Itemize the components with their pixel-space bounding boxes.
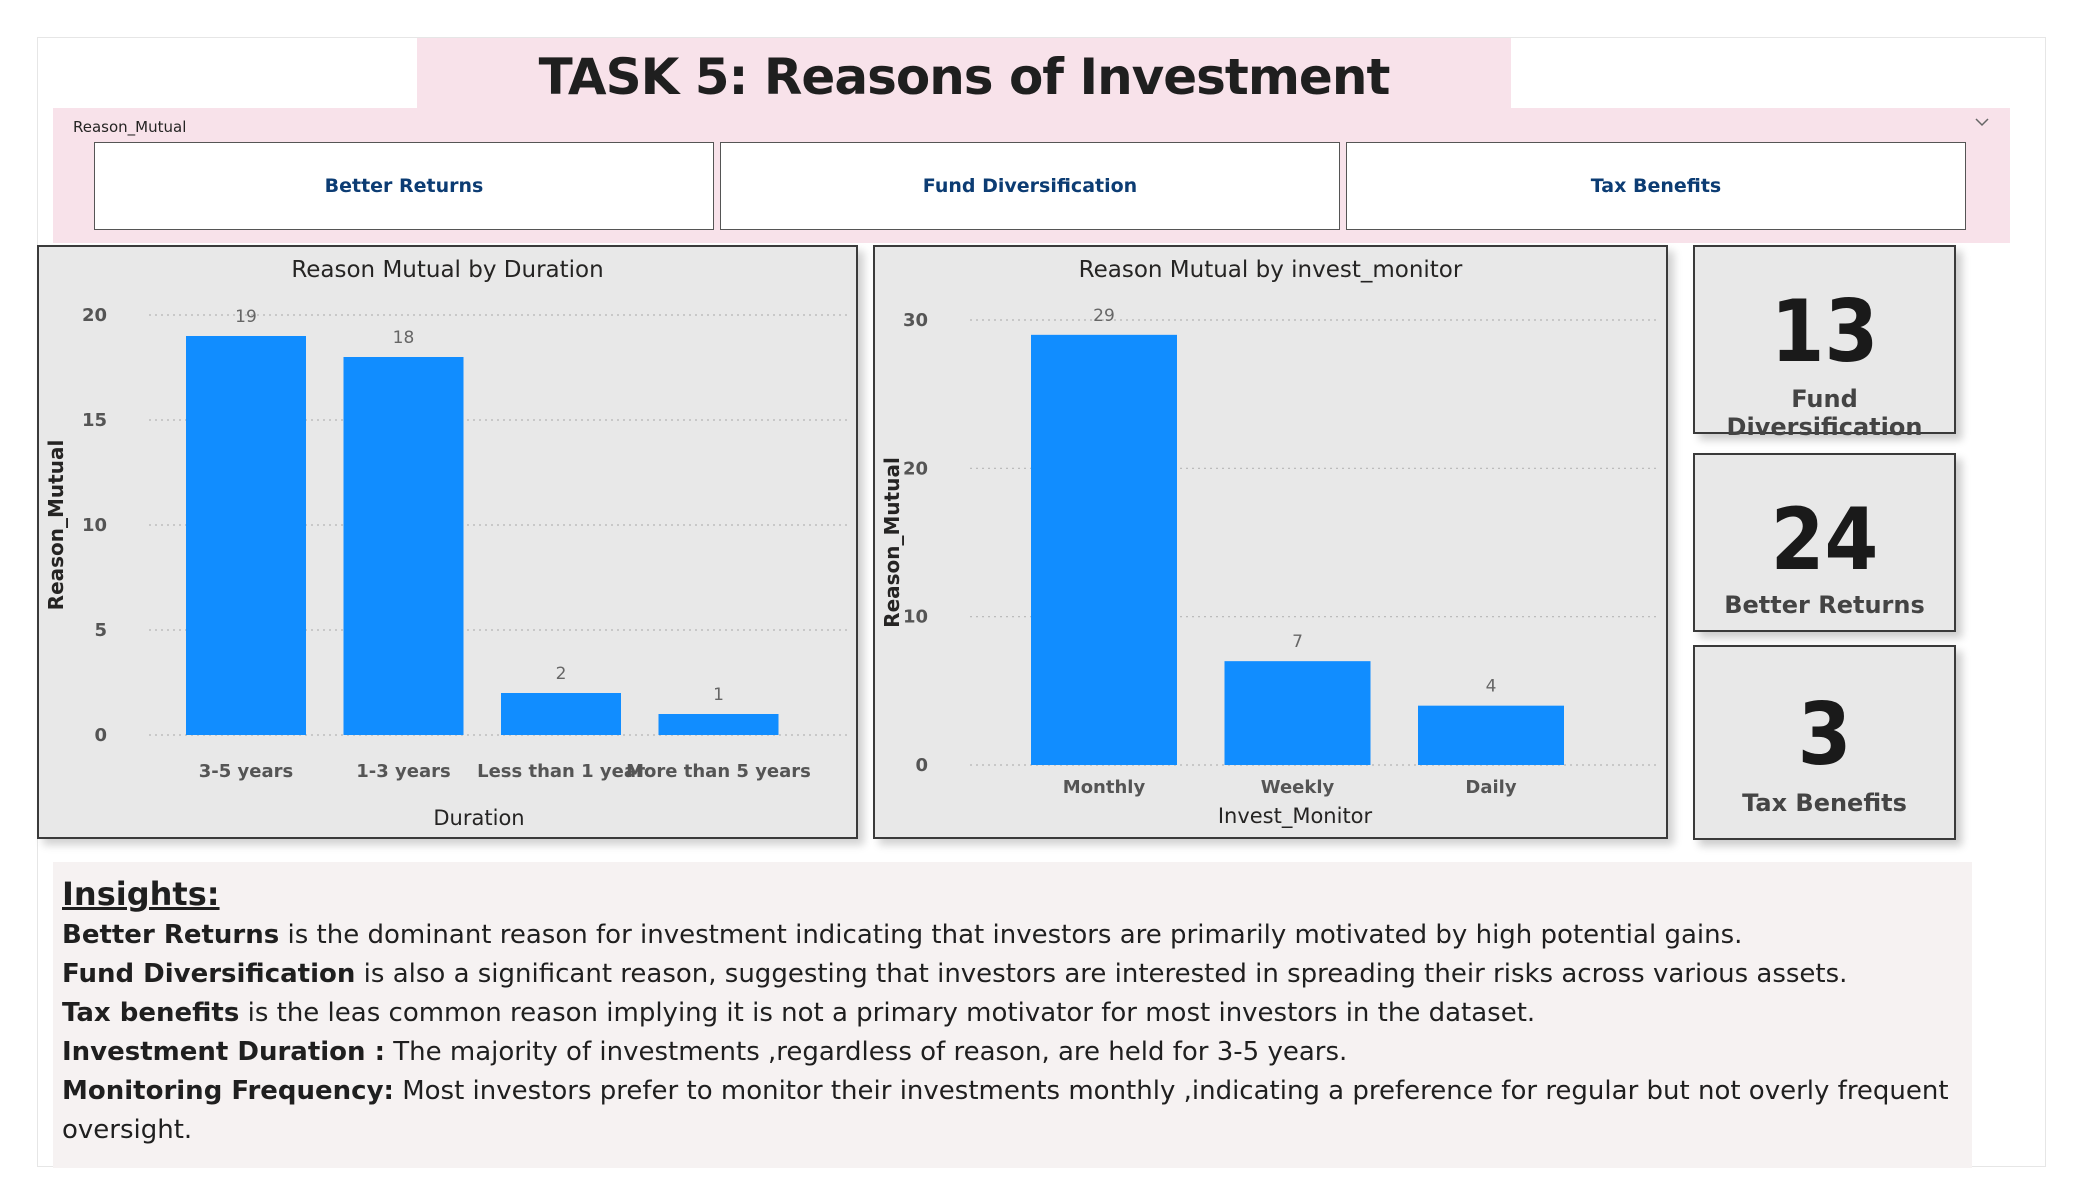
bar	[343, 357, 464, 735]
duration-bar-chart[interactable]: Reason Mutual by Duration 0 5 10 15 20 19 3-5 …	[37, 245, 858, 839]
reason-mutual-slicer[interactable]: Reason_Mutual Better Returns Fund Divers…	[53, 108, 2010, 243]
x-axis-title: Invest_Monitor	[1218, 804, 1373, 829]
insight-text: is the dominant reason for investment in…	[279, 920, 1743, 950]
insight-keyword: Monitoring Frequency:	[62, 1076, 394, 1106]
y-tick-label: 20	[82, 305, 107, 326]
kpi-card-fund-diversification[interactable]: 13 Fund Diversification	[1693, 245, 1956, 441]
insight-keyword: Fund Diversification	[62, 959, 356, 989]
data-label: 4	[1486, 677, 1497, 697]
chart-title: Reason Mutual by Duration	[291, 257, 604, 283]
x-tick-label: More than 5 years	[626, 761, 811, 782]
chevron-down-icon[interactable]	[1974, 114, 1990, 130]
insight-text: The majority of investments ,regardless …	[385, 1037, 1348, 1067]
invest-monitor-chart-plot: 0 10 20 30 29 Monthly 7 Weekly 4 Daily Invest_Moni…	[880, 306, 1660, 829]
y-tick-label: 20	[903, 458, 928, 479]
insight-monitoring-frequency: Monitoring Frequency: Most investors pre…	[62, 1072, 1963, 1150]
card-value: 24	[1770, 490, 1879, 590]
y-tick-label: 10	[82, 515, 107, 536]
y-axis-title: Reason_Mutual	[880, 457, 904, 628]
card-value: 13	[1770, 282, 1879, 382]
insights-heading: Insights:	[62, 875, 220, 913]
x-tick-label: Daily	[1465, 777, 1516, 798]
data-label: 1	[713, 685, 724, 705]
data-label: 19	[235, 307, 257, 327]
y-tick-label: 15	[82, 410, 107, 431]
insight-investment-duration: Investment Duration : The majority of in…	[62, 1033, 1963, 1072]
insight-keyword: Investment Duration :	[62, 1037, 386, 1067]
insight-text: Most investors prefer to monitor their i…	[62, 1076, 1949, 1145]
bar	[186, 336, 306, 735]
y-tick-label: 30	[903, 310, 928, 331]
title-band	[417, 38, 1511, 110]
card-label: Fund Diversification	[1726, 385, 1923, 441]
x-tick-label: 1-3 years	[356, 761, 450, 782]
data-label: 7	[1292, 632, 1303, 652]
card-label: Better Returns	[1724, 591, 1925, 619]
data-label: 29	[1093, 306, 1115, 326]
insight-tax-benefits: Tax benefits is the leas common reason i…	[62, 994, 1963, 1033]
insight-keyword: Tax benefits	[62, 998, 240, 1028]
x-tick-label: 3-5 years	[199, 761, 293, 782]
slicer-header: Reason_Mutual	[73, 118, 187, 136]
card-value: 3	[1797, 685, 1852, 785]
insight-fund-diversification: Fund Diversification is also a significa…	[62, 955, 1963, 994]
x-axis-title: Duration	[433, 806, 524, 830]
bar	[501, 693, 621, 735]
y-tick-label: 5	[94, 620, 107, 641]
slicer-option-tax-benefits[interactable]: Tax Benefits	[1346, 142, 1966, 230]
slicer-option-better-returns[interactable]: Better Returns	[94, 142, 714, 230]
bar	[658, 714, 779, 735]
insight-better-returns: Better Returns is the dominant reason fo…	[62, 916, 1963, 955]
slicer-option-fund-diversification[interactable]: Fund Diversification	[720, 142, 1340, 230]
chart-title: Reason Mutual by invest_monitor	[1078, 257, 1463, 283]
x-tick-label: Monthly	[1063, 777, 1146, 798]
card-label: Tax Benefits	[1742, 789, 1907, 817]
bar	[1224, 661, 1371, 765]
data-label: 2	[556, 664, 567, 684]
kpi-card-better-returns[interactable]: 24 Better Returns	[1693, 453, 1956, 632]
y-tick-label: 0	[94, 725, 107, 746]
invest-monitor-bar-chart[interactable]: Reason Mutual by invest_monitor 0 10 20 30 2…	[873, 245, 1668, 839]
insight-text: is the leas common reason implying it is…	[239, 998, 1536, 1028]
kpi-card-tax-benefits[interactable]: 3 Tax Benefits	[1693, 645, 1956, 840]
data-label: 18	[393, 328, 415, 348]
insight-keyword: Better Returns	[62, 920, 280, 950]
x-tick-label: Weekly	[1261, 777, 1335, 798]
y-tick-label: 0	[915, 755, 928, 776]
y-tick-label: 10	[903, 607, 928, 628]
bar	[1031, 334, 1177, 765]
insights-panel: Insights: Better Returns is the dominant…	[53, 862, 1972, 1168]
bar	[1418, 705, 1564, 765]
insight-text: is also a significant reason, suggesting…	[355, 959, 1848, 989]
page-title: TASK 5: Reasons of Investment	[538, 48, 1391, 106]
duration-chart-plot: 0 5 10 15 20 19 3-5 years 18 1-3 years 2 Less than…	[44, 305, 849, 830]
x-tick-label: Less than 1 year	[477, 761, 645, 782]
y-axis-title: Reason_Mutual	[44, 440, 68, 611]
